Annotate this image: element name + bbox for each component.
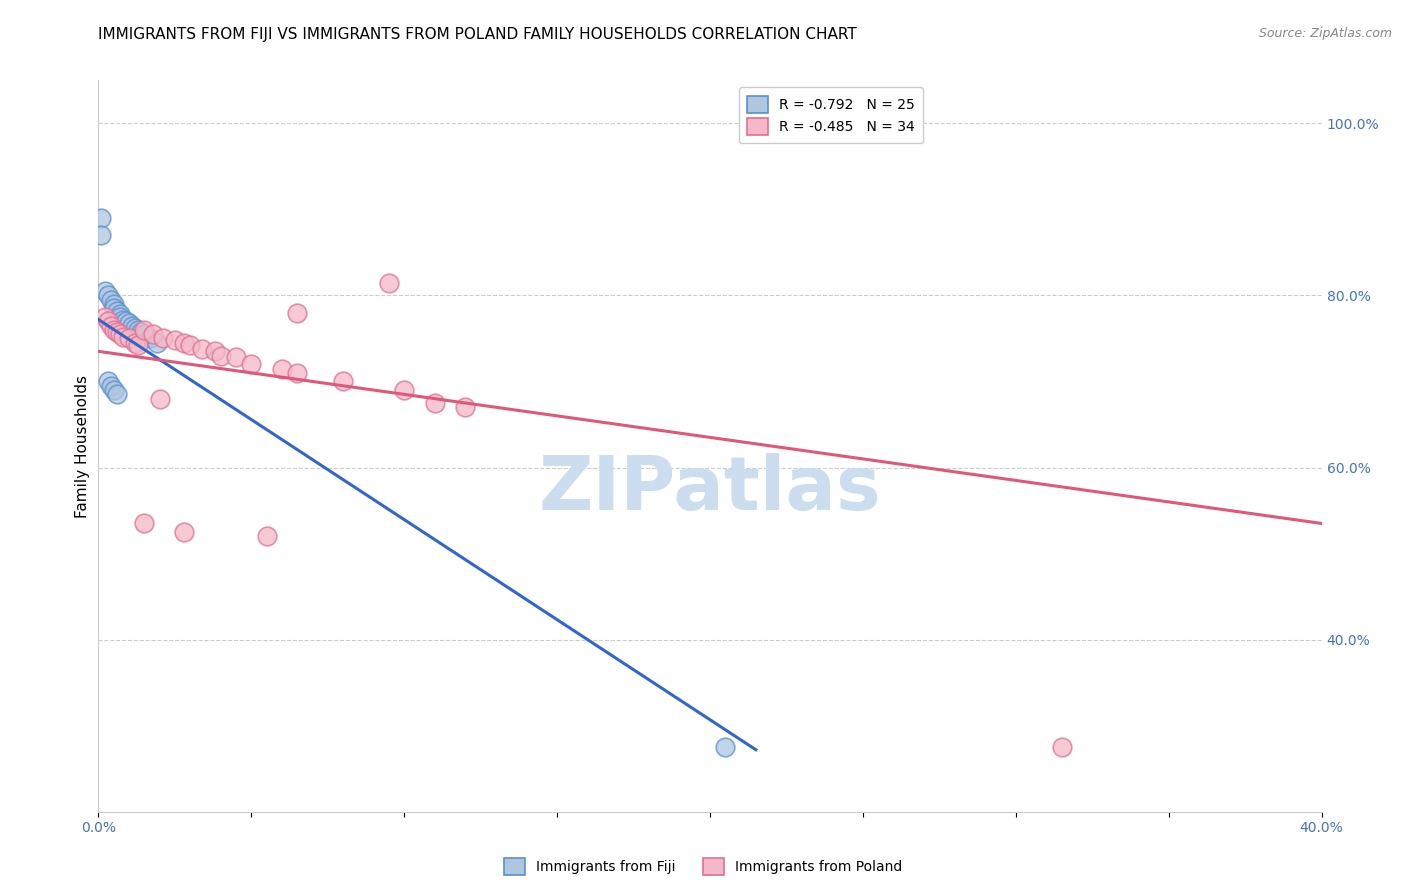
Point — [90, 211, 112, 225]
Point — [100, 318, 122, 333]
Point — [127, 323, 149, 337]
Point — [103, 297, 125, 311]
Point — [149, 392, 172, 406]
Point — [225, 351, 247, 365]
Point — [93, 310, 115, 324]
Point — [139, 331, 162, 345]
Point — [124, 321, 146, 335]
Point — [129, 325, 152, 339]
Point — [134, 327, 156, 342]
Text: IMMIGRANTS FROM FIJI VS IMMIGRANTS FROM POLAND FAMILY HOUSEHOLDS CORRELATION CHA: IMMIGRANTS FROM FIJI VS IMMIGRANTS FROM … — [98, 27, 858, 42]
Point — [332, 375, 354, 389]
Point — [97, 375, 120, 389]
Point — [392, 383, 416, 397]
Legend: R = -0.792   N = 25, R = -0.485   N = 34: R = -0.792 N = 25, R = -0.485 N = 34 — [740, 87, 924, 144]
Point — [134, 323, 156, 337]
Point — [90, 228, 112, 243]
Point — [191, 342, 214, 356]
Point — [105, 326, 128, 340]
Text: ZIPatlas: ZIPatlas — [538, 453, 882, 526]
Point — [285, 366, 308, 380]
Point — [111, 329, 134, 343]
Point — [118, 316, 141, 330]
Point — [108, 327, 131, 342]
Point — [423, 396, 446, 410]
Point — [108, 310, 131, 324]
Point — [256, 529, 278, 543]
Point — [240, 357, 263, 371]
Point — [173, 335, 195, 350]
Point — [714, 740, 737, 755]
Legend: Immigrants from Fiji, Immigrants from Poland: Immigrants from Fiji, Immigrants from Po… — [498, 853, 908, 880]
Point — [93, 284, 115, 298]
Point — [454, 401, 477, 415]
Point — [124, 335, 146, 350]
Point — [163, 333, 186, 347]
Point — [152, 331, 174, 345]
Point — [209, 349, 232, 363]
Point — [100, 293, 122, 307]
Y-axis label: Family Households: Family Households — [75, 375, 90, 517]
Point — [134, 516, 156, 531]
Point — [100, 378, 122, 392]
Point — [118, 331, 141, 345]
Point — [285, 305, 308, 319]
Point — [103, 383, 125, 397]
Point — [121, 318, 143, 333]
Point — [103, 323, 125, 337]
Point — [97, 314, 120, 328]
Point — [204, 344, 226, 359]
Text: Source: ZipAtlas.com: Source: ZipAtlas.com — [1258, 27, 1392, 40]
Point — [108, 307, 131, 321]
Point — [103, 301, 125, 316]
Point — [127, 338, 149, 352]
Point — [105, 387, 128, 401]
Point — [115, 314, 138, 328]
Point — [105, 304, 128, 318]
Point — [173, 524, 195, 539]
Point — [1050, 740, 1073, 755]
Point — [97, 288, 120, 302]
Point — [270, 361, 292, 376]
Point — [378, 276, 401, 290]
Point — [142, 327, 165, 342]
Point — [179, 338, 201, 352]
Point — [111, 312, 134, 326]
Point — [145, 335, 167, 350]
